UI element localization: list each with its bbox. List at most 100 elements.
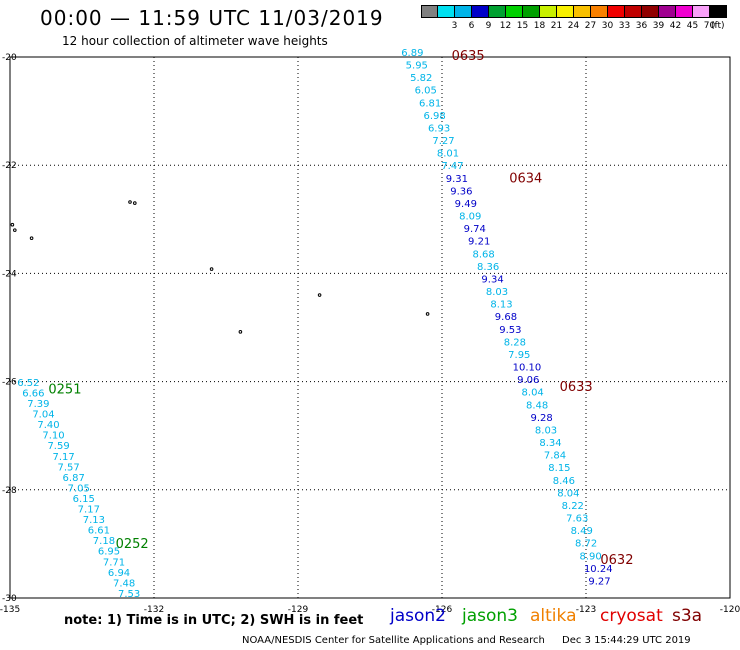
wave-height-value: 8.90: [579, 551, 601, 562]
scale-swatch: [557, 5, 574, 18]
map-axis-ticks: -135 -132 -129 -126 -123 -120 -20 -22 -24 -26 -28 -…: [0, 53, 740, 615]
wave-height-value: 7.48: [113, 578, 135, 589]
scale-swatch: [472, 5, 489, 18]
scale-label: 27: [584, 21, 597, 31]
wave-height-value: 9.31: [446, 174, 468, 185]
wave-height-value: 8.04: [522, 388, 544, 399]
legend-cryosat: cryosat: [600, 606, 663, 626]
wave-height-value: 7.17: [52, 452, 74, 463]
wave-height-value: 7.63: [566, 514, 588, 525]
color-scale-labels: 3 6 9 12 15 18 21 24 27 30 33 36 39 42 45 70: [421, 21, 727, 31]
lat-tick-label: -26: [2, 378, 17, 388]
legend-s3a: s3a: [672, 606, 703, 626]
wave-height-value: 8.04: [557, 488, 579, 499]
wave-height-value: 8.13: [490, 300, 512, 311]
wave-height-value: 7.17: [78, 505, 100, 516]
wave-height-value: 6.94: [108, 568, 130, 579]
lat-tick-label: -24: [2, 269, 17, 279]
island-marker: [29, 236, 34, 241]
wave-height-value: 9.49: [455, 199, 477, 210]
island-marker: [317, 293, 322, 297]
wave-height-value: 9.74: [464, 224, 486, 235]
lat-tick-label: -22: [2, 161, 17, 171]
island-marker: [238, 330, 243, 334]
scale-swatch: [574, 5, 591, 18]
wave-height-value: 10.10: [513, 363, 542, 374]
scale-swatch: [438, 5, 455, 18]
wave-height-value: 9.68: [495, 312, 517, 323]
wave-height-value: 8.03: [535, 425, 557, 436]
wave-height-value: 7.27: [432, 136, 454, 147]
wave-height-value: 5.82: [410, 73, 432, 84]
footer-note: note: 1) Time is in UTC; 2) SWH is in fe…: [64, 613, 364, 628]
wave-height-value: 7.47: [441, 161, 463, 172]
pass-label: 0252: [116, 537, 149, 552]
scale-label: 70: [703, 21, 716, 31]
wave-height-value: 8.01: [437, 149, 459, 160]
wave-height-value: 8.15: [548, 463, 570, 474]
scale-label: 24: [567, 21, 580, 31]
pass-label: 0251: [48, 383, 81, 398]
scale-swatch: [489, 5, 506, 18]
legend-altika: altika: [530, 606, 577, 626]
scale-label: 39: [652, 21, 665, 31]
wave-height-value: 9.21: [468, 237, 490, 248]
wave-height-value: 8.49: [571, 526, 593, 537]
island-marker: [13, 228, 17, 232]
lat-tick-label: -30: [2, 594, 17, 604]
wave-height-value: 6.93: [428, 123, 450, 134]
legend-jason3: jason3: [462, 606, 518, 626]
scale-swatch: [693, 5, 710, 18]
wave-height-value: 7.57: [58, 462, 80, 473]
footer-credit: NOAA/NESDIS Center for Satellite Applica…: [242, 635, 545, 646]
wave-height-value: 7.40: [37, 420, 59, 431]
wave-height-value: 7.84: [544, 451, 566, 462]
wave-height-value: 7.95: [508, 350, 530, 361]
scale-label: 15: [516, 21, 529, 31]
wave-height-value: 7.04: [32, 410, 54, 421]
wave-height-value: 6.95: [98, 547, 120, 558]
wave-height-value: 7.13: [83, 515, 105, 526]
scale-swatch: [659, 5, 676, 18]
wave-height-value: 8.68: [473, 249, 495, 260]
wave-height-value: 9.36: [450, 186, 472, 197]
map-grid: [10, 57, 730, 598]
wave-height-value: 8.72: [575, 539, 597, 550]
legend-jason2: jason2: [390, 606, 446, 626]
wave-height-value: 6.98: [423, 111, 445, 122]
wave-height-value: 8.09: [459, 212, 481, 223]
pass-label: 0635: [452, 49, 485, 64]
island-markers: [10, 200, 430, 334]
pass-label: 0634: [509, 172, 542, 187]
lat-tick-label: -28: [2, 486, 17, 496]
wave-height-value: 6.61: [88, 526, 110, 537]
wave-height-value: 7.18: [93, 536, 115, 547]
pass-label: 0633: [560, 380, 593, 395]
wave-height-color-scale: 3 6 9 12 15 18 21 24 27 30 33 36 39 42 45 70 (ft): [421, 5, 727, 31]
wave-height-value: 8.48: [526, 400, 548, 411]
scale-swatch: [608, 5, 625, 18]
wave-height-value: 7.10: [42, 431, 64, 442]
wave-height-value: 8.28: [504, 337, 526, 348]
pass-label: 0632: [600, 553, 633, 568]
footer-timestamp: Dec 3 15:44:29 UTC 2019: [562, 635, 691, 646]
island-marker: [133, 201, 137, 205]
lat-tick-label: -20: [2, 53, 17, 63]
wave-height-value: 9.06: [517, 375, 539, 386]
wave-height-value: 7.05: [68, 483, 90, 494]
scale-label: 36: [635, 21, 648, 31]
island-marker: [425, 312, 430, 316]
lon-tick-label: -123: [576, 605, 596, 615]
wave-height-value: 6.66: [22, 388, 44, 399]
wave-height-value: 5.95: [406, 61, 428, 72]
wave-height-value: 10.24: [584, 564, 613, 575]
scale-swatch: [710, 5, 727, 18]
lon-tick-label: -126: [432, 605, 453, 615]
scale-swatch: [455, 5, 472, 18]
page-subtitle: 12 hour collection of altimeter wave hei…: [62, 34, 328, 48]
scale-label: 6: [468, 21, 475, 31]
wave-height-value: 9.28: [530, 413, 552, 424]
lon-tick-label: -132: [144, 605, 164, 615]
map-frame: [9, 56, 731, 599]
